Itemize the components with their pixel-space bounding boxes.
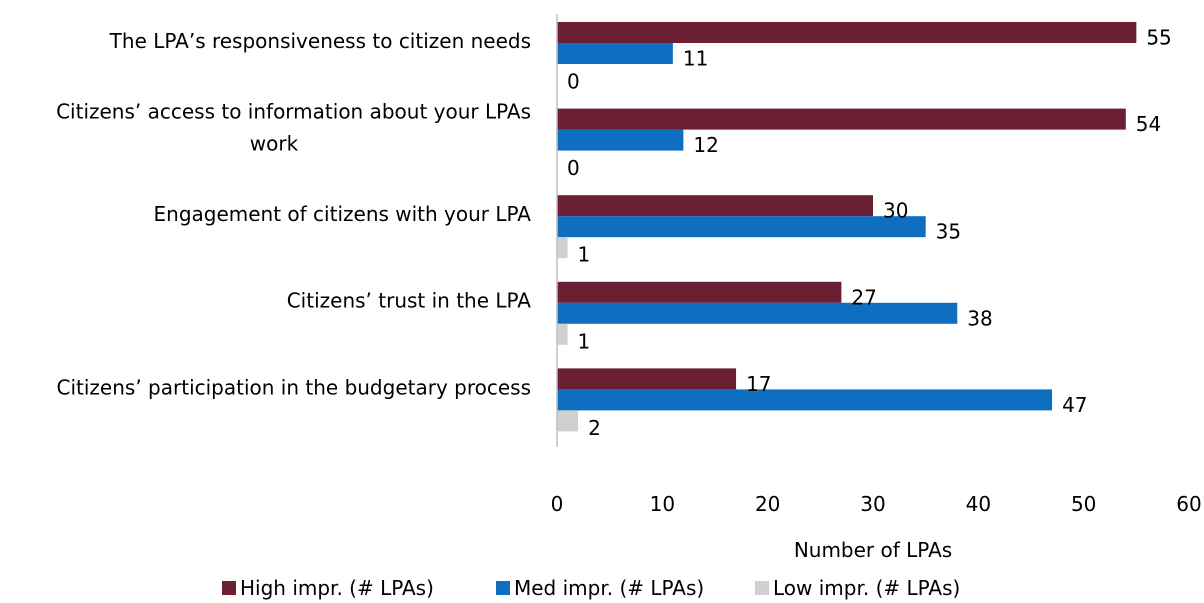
category-label: Citizens’ participation in the budgetary… — [57, 375, 531, 399]
value-label: 54 — [1136, 112, 1161, 136]
category-label: Engagement of citizens with your LPA — [154, 202, 532, 226]
bar-high-0 — [557, 22, 1137, 43]
bar-med-2 — [557, 216, 926, 238]
category-label: work — [250, 132, 299, 156]
x-axis-title: Number of LPAs — [794, 538, 952, 562]
value-label: 12 — [693, 133, 718, 157]
bar-low-4 — [557, 410, 579, 432]
x-tick-labels-layer: 0 10 20 30 40 50 60 — [551, 492, 1202, 516]
legend: High impr. (# LPAs) Med impr. (# LPAs) Low… — [222, 576, 960, 600]
x-tick-label: 40 — [966, 492, 991, 516]
bar-high-2 — [557, 195, 873, 217]
x-tick-label: 20 — [755, 492, 780, 516]
value-label: 35 — [936, 220, 961, 244]
value-label: 17 — [746, 372, 771, 396]
value-label: 1 — [578, 243, 591, 267]
x-tick-label: 50 — [1071, 492, 1096, 516]
bar-high-3 — [557, 281, 842, 303]
legend-swatch — [496, 581, 510, 595]
bar-med-1 — [557, 129, 684, 151]
value-label: 55 — [1146, 26, 1171, 50]
legend-swatch — [222, 581, 236, 595]
bar-med-3 — [557, 302, 958, 324]
bar-high-1 — [557, 108, 1126, 130]
value-label: 27 — [851, 285, 876, 309]
category-label: The LPA’s responsiveness to citizen need… — [109, 29, 531, 53]
x-tick-label: 0 — [551, 492, 564, 516]
value-label: 30 — [883, 199, 908, 223]
category-label: Citizens’ access to information about yo… — [56, 100, 531, 124]
value-label: 2 — [588, 416, 601, 440]
bar-med-4 — [557, 389, 1053, 411]
bar-low-3 — [557, 323, 568, 345]
value-label: 0 — [567, 70, 580, 94]
value-label: 0 — [567, 156, 580, 180]
category-label: Citizens’ trust in the LPA — [287, 289, 532, 313]
value-labels-layer: 55 11 0 54 12 0 30 35 1 27 38 1 17 47 2 — [567, 26, 1172, 440]
bar-med-0 — [557, 43, 673, 64]
value-label: 38 — [967, 306, 992, 330]
legend-swatch — [755, 581, 769, 595]
bar-low-2 — [557, 237, 568, 259]
legend-label: Med impr. (# LPAs) — [514, 576, 704, 600]
category-labels-layer: The LPA’s responsiveness to citizen need… — [56, 29, 531, 399]
value-label: 1 — [578, 329, 591, 353]
x-tick-label: 60 — [1176, 492, 1201, 516]
x-tick-label: 30 — [860, 492, 885, 516]
value-label: 11 — [683, 47, 708, 71]
x-tick-label: 10 — [650, 492, 675, 516]
bars-layer — [557, 22, 1137, 432]
legend-label: High impr. (# LPAs) — [240, 576, 434, 600]
value-label: 47 — [1062, 393, 1087, 417]
bar-high-4 — [557, 368, 737, 390]
legend-label: Low impr. (# LPAs) — [773, 576, 960, 600]
